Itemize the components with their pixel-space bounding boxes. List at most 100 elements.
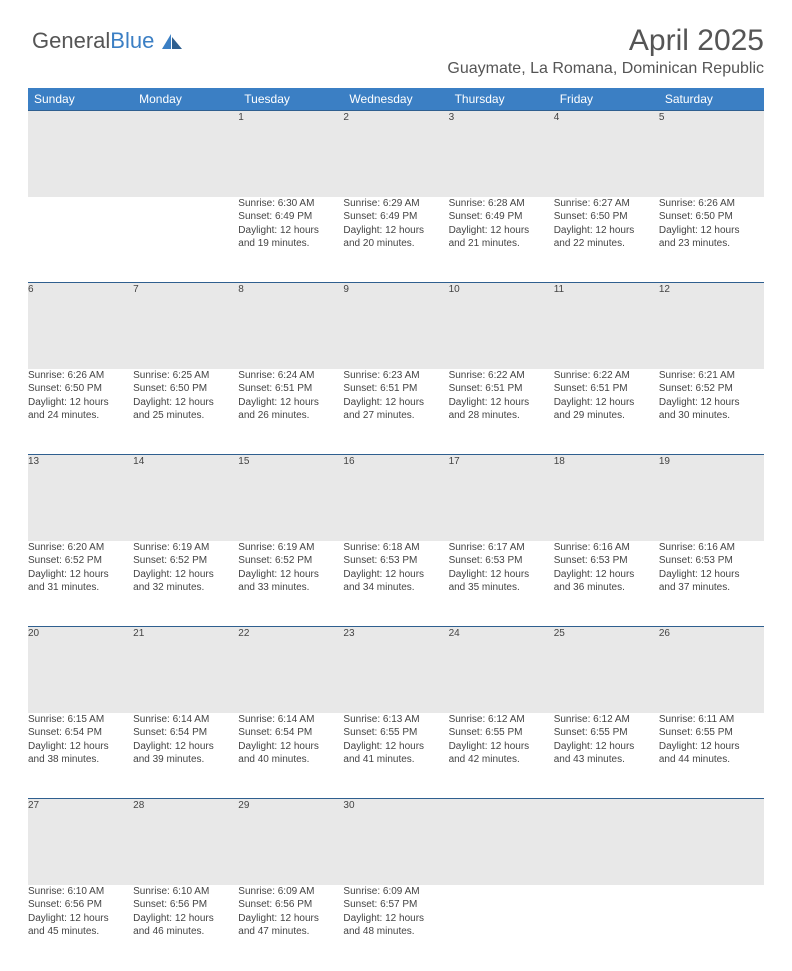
daylight-text: Daylight: 12 hours [238, 396, 343, 410]
sunset-text: Sunset: 6:53 PM [554, 554, 659, 568]
day-cell: Sunrise: 6:11 AMSunset: 6:55 PMDaylight:… [659, 713, 764, 799]
day-cell [133, 197, 238, 283]
day-cell [449, 885, 554, 971]
day-cell: Sunrise: 6:12 AMSunset: 6:55 PMDaylight:… [449, 713, 554, 799]
day-cell: Sunrise: 6:19 AMSunset: 6:52 PMDaylight:… [133, 541, 238, 627]
daylight-text: Daylight: 12 hours [238, 568, 343, 582]
day-number: 12 [659, 283, 764, 369]
day-number [554, 799, 659, 885]
sunrise-text: Sunrise: 6:15 AM [28, 713, 133, 727]
daylight-text: and 27 minutes. [343, 409, 448, 423]
day-number: 2 [343, 111, 448, 197]
daylight-text: and 39 minutes. [133, 753, 238, 767]
daylight-text: and 20 minutes. [343, 237, 448, 251]
daylight-text: Daylight: 12 hours [28, 740, 133, 754]
sunset-text: Sunset: 6:56 PM [133, 898, 238, 912]
sunset-text: Sunset: 6:50 PM [28, 382, 133, 396]
daylight-text: Daylight: 12 hours [554, 396, 659, 410]
day-cell [28, 197, 133, 283]
sunrise-text: Sunrise: 6:16 AM [554, 541, 659, 555]
day-cell: Sunrise: 6:23 AMSunset: 6:51 PMDaylight:… [343, 369, 448, 455]
sunset-text: Sunset: 6:51 PM [449, 382, 554, 396]
day-cell: Sunrise: 6:30 AMSunset: 6:49 PMDaylight:… [238, 197, 343, 283]
sunrise-text: Sunrise: 6:19 AM [133, 541, 238, 555]
day-number: 27 [28, 799, 133, 885]
day-number: 8 [238, 283, 343, 369]
details-row: Sunrise: 6:10 AMSunset: 6:56 PMDaylight:… [28, 885, 764, 971]
sunrise-text: Sunrise: 6:22 AM [449, 369, 554, 383]
daylight-text: and 25 minutes. [133, 409, 238, 423]
calendar-table: Sunday Monday Tuesday Wednesday Thursday… [28, 88, 764, 971]
daylight-text: Daylight: 12 hours [238, 912, 343, 926]
day-number: 10 [449, 283, 554, 369]
weekday-header-row: Sunday Monday Tuesday Wednesday Thursday… [28, 88, 764, 111]
day-number: 18 [554, 455, 659, 541]
day-number: 13 [28, 455, 133, 541]
sunset-text: Sunset: 6:57 PM [343, 898, 448, 912]
location-subtitle: Guaymate, La Romana, Dominican Republic [28, 60, 764, 78]
sunrise-text: Sunrise: 6:24 AM [238, 369, 343, 383]
day-number: 28 [133, 799, 238, 885]
daylight-text: and 47 minutes. [238, 925, 343, 939]
day-cell: Sunrise: 6:28 AMSunset: 6:49 PMDaylight:… [449, 197, 554, 283]
day-number: 11 [554, 283, 659, 369]
daylight-text: and 35 minutes. [449, 581, 554, 595]
daylight-text: and 43 minutes. [554, 753, 659, 767]
brand-logo: GeneralBlue [32, 28, 182, 54]
sunrise-text: Sunrise: 6:30 AM [238, 197, 343, 211]
day-cell: Sunrise: 6:10 AMSunset: 6:56 PMDaylight:… [133, 885, 238, 971]
brand-part2: Blue [110, 28, 154, 53]
weekday-monday: Monday [133, 88, 238, 111]
daylight-text: and 46 minutes. [133, 925, 238, 939]
daylight-text: and 31 minutes. [28, 581, 133, 595]
details-row: Sunrise: 6:20 AMSunset: 6:52 PMDaylight:… [28, 541, 764, 627]
weekday-sunday: Sunday [28, 88, 133, 111]
sunrise-text: Sunrise: 6:26 AM [28, 369, 133, 383]
day-number: 23 [343, 627, 448, 713]
daylight-text: and 32 minutes. [133, 581, 238, 595]
weekday-wednesday: Wednesday [343, 88, 448, 111]
day-number: 26 [659, 627, 764, 713]
daylight-text: Daylight: 12 hours [238, 740, 343, 754]
day-cell: Sunrise: 6:14 AMSunset: 6:54 PMDaylight:… [133, 713, 238, 799]
weekday-tuesday: Tuesday [238, 88, 343, 111]
daylight-text: and 48 minutes. [343, 925, 448, 939]
day-cell: Sunrise: 6:16 AMSunset: 6:53 PMDaylight:… [659, 541, 764, 627]
sunrise-text: Sunrise: 6:28 AM [449, 197, 554, 211]
day-number: 14 [133, 455, 238, 541]
sunrise-text: Sunrise: 6:20 AM [28, 541, 133, 555]
sunrise-text: Sunrise: 6:09 AM [343, 885, 448, 899]
brand-sail-icon [162, 34, 182, 50]
day-number: 17 [449, 455, 554, 541]
sunset-text: Sunset: 6:52 PM [659, 382, 764, 396]
day-cell [554, 885, 659, 971]
daylight-text: Daylight: 12 hours [133, 396, 238, 410]
sunrise-text: Sunrise: 6:16 AM [659, 541, 764, 555]
sunset-text: Sunset: 6:53 PM [659, 554, 764, 568]
day-cell: Sunrise: 6:27 AMSunset: 6:50 PMDaylight:… [554, 197, 659, 283]
day-number: 30 [343, 799, 448, 885]
daynum-row: 13141516171819 [28, 455, 764, 541]
sunrise-text: Sunrise: 6:17 AM [449, 541, 554, 555]
sunrise-text: Sunrise: 6:13 AM [343, 713, 448, 727]
daylight-text: Daylight: 12 hours [449, 740, 554, 754]
sunset-text: Sunset: 6:53 PM [343, 554, 448, 568]
sunrise-text: Sunrise: 6:14 AM [238, 713, 343, 727]
daylight-text: Daylight: 12 hours [343, 568, 448, 582]
sunset-text: Sunset: 6:52 PM [133, 554, 238, 568]
sunset-text: Sunset: 6:53 PM [449, 554, 554, 568]
sunrise-text: Sunrise: 6:09 AM [238, 885, 343, 899]
daylight-text: and 44 minutes. [659, 753, 764, 767]
day-number: 20 [28, 627, 133, 713]
sunset-text: Sunset: 6:52 PM [238, 554, 343, 568]
daynum-row: 27282930 [28, 799, 764, 885]
day-cell: Sunrise: 6:29 AMSunset: 6:49 PMDaylight:… [343, 197, 448, 283]
day-cell: Sunrise: 6:13 AMSunset: 6:55 PMDaylight:… [343, 713, 448, 799]
day-cell: Sunrise: 6:20 AMSunset: 6:52 PMDaylight:… [28, 541, 133, 627]
daylight-text: and 41 minutes. [343, 753, 448, 767]
day-cell: Sunrise: 6:17 AMSunset: 6:53 PMDaylight:… [449, 541, 554, 627]
daylight-text: Daylight: 12 hours [28, 912, 133, 926]
daylight-text: Daylight: 12 hours [554, 740, 659, 754]
daylight-text: and 28 minutes. [449, 409, 554, 423]
day-number: 7 [133, 283, 238, 369]
